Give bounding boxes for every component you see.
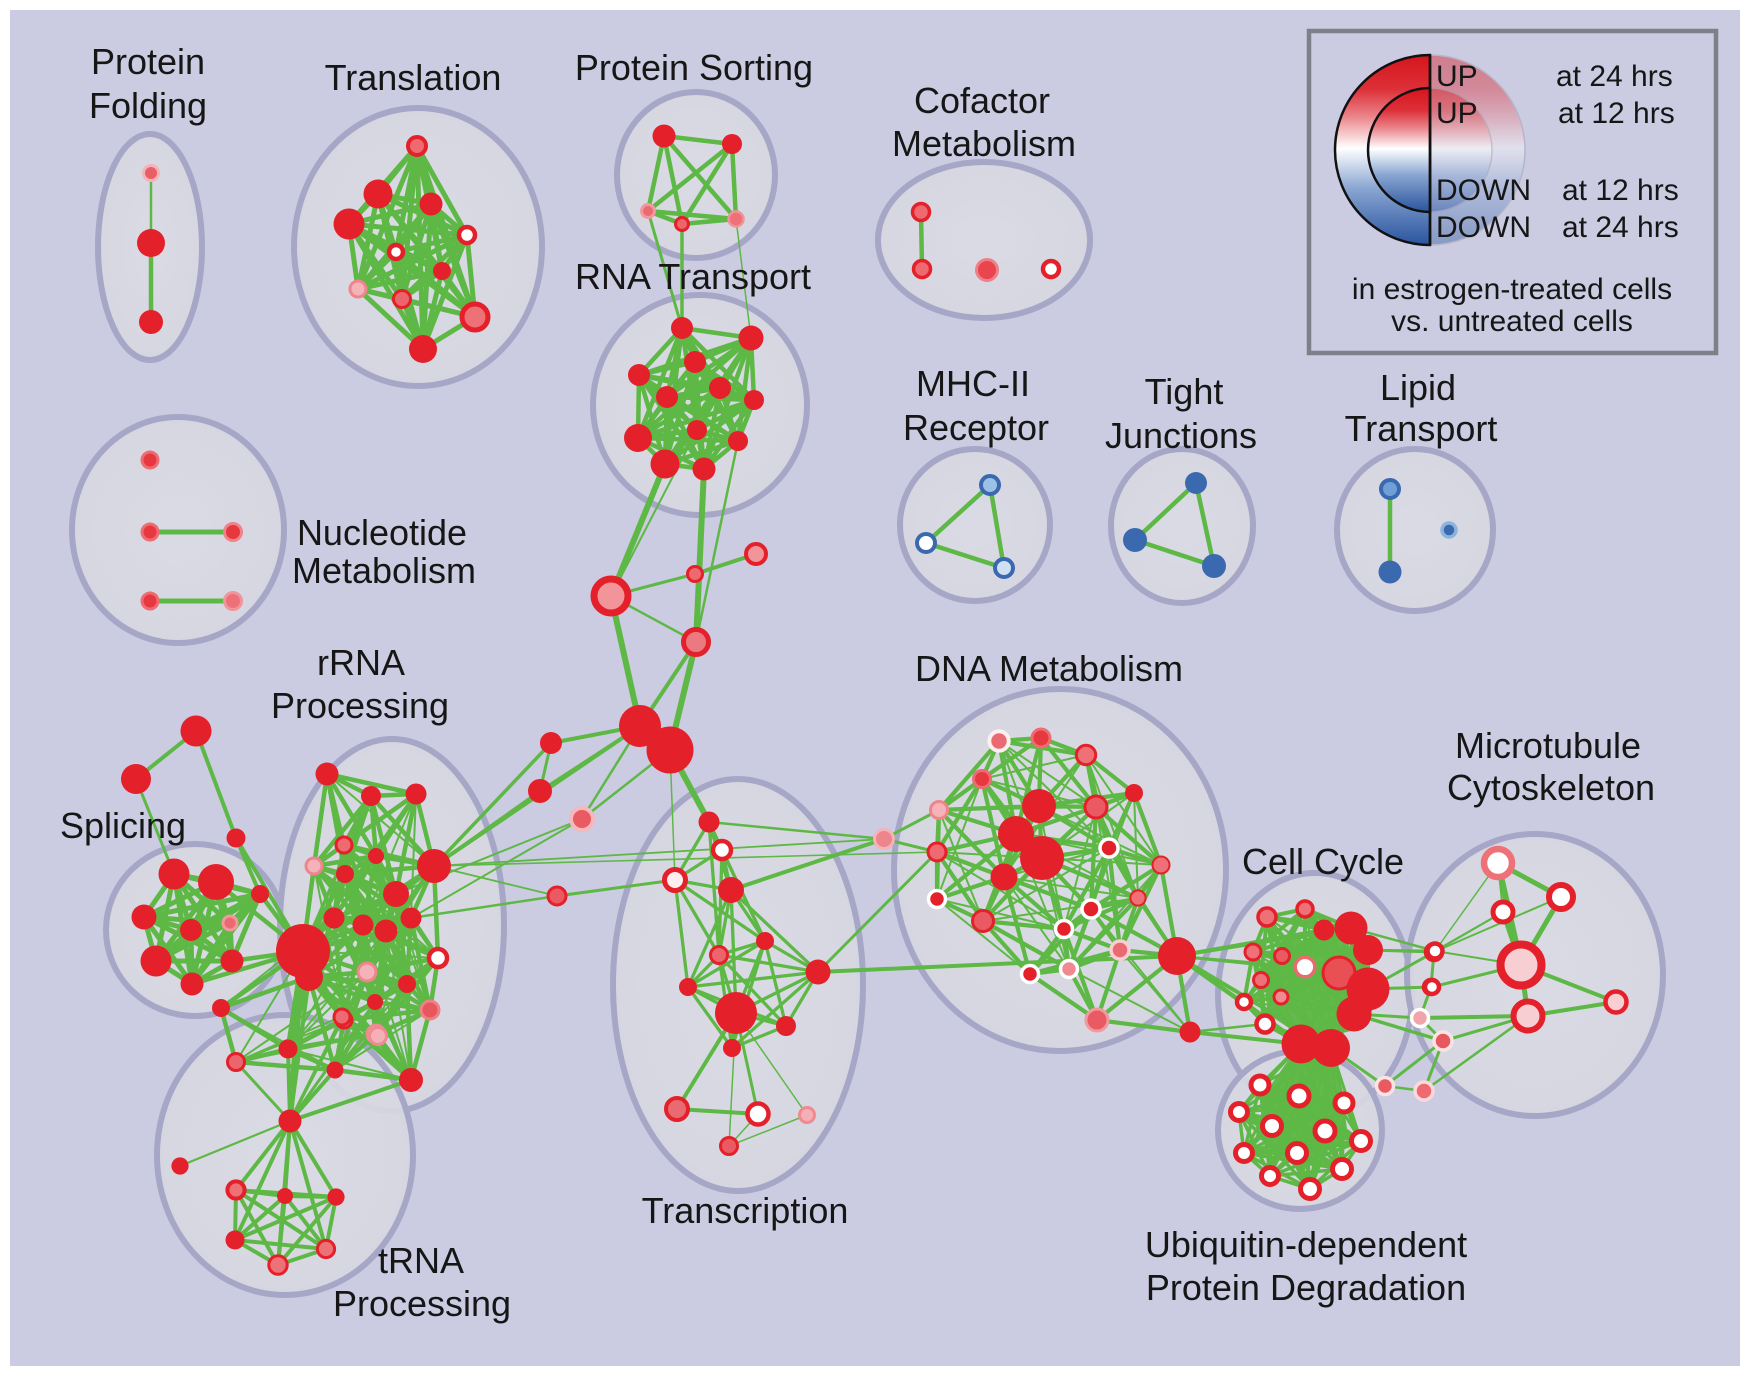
svg-text:Cofactor: Cofactor	[914, 80, 1050, 121]
svg-text:Receptor: Receptor	[903, 407, 1049, 448]
svg-text:Cell Cycle: Cell Cycle	[1242, 841, 1404, 882]
svg-text:Nucleotide: Nucleotide	[297, 512, 467, 553]
svg-text:vs. untreated cells: vs. untreated cells	[1391, 305, 1633, 338]
svg-text:Protein: Protein	[91, 41, 205, 82]
svg-text:Transport: Transport	[1345, 408, 1498, 449]
svg-text:Metabolism: Metabolism	[892, 123, 1076, 164]
svg-text:Splicing: Splicing	[60, 805, 186, 846]
svg-text:DOWN: DOWN	[1436, 174, 1531, 207]
svg-text:UP: UP	[1436, 97, 1478, 130]
svg-text:Processing: Processing	[271, 685, 449, 726]
svg-text:Microtubule: Microtubule	[1455, 725, 1641, 766]
svg-text:Transcription: Transcription	[642, 1190, 849, 1231]
svg-text:in estrogen-treated cells: in estrogen-treated cells	[1352, 273, 1672, 306]
svg-text:Processing: Processing	[333, 1283, 511, 1324]
svg-text:RNA Transport: RNA Transport	[575, 256, 811, 297]
svg-text:Lipid: Lipid	[1380, 367, 1456, 408]
svg-text:at 24 hrs: at 24 hrs	[1562, 211, 1679, 244]
svg-text:Ubiquitin-dependent: Ubiquitin-dependent	[1145, 1224, 1467, 1265]
svg-text:at 12 hrs: at 12 hrs	[1558, 97, 1675, 130]
svg-text:Tight: Tight	[1145, 371, 1224, 412]
svg-text:MHC-II: MHC-II	[916, 363, 1030, 404]
svg-text:UP: UP	[1436, 60, 1478, 93]
svg-text:Protein Sorting: Protein Sorting	[575, 47, 813, 88]
svg-text:rRNA: rRNA	[317, 642, 405, 683]
svg-text:Junctions: Junctions	[1105, 415, 1257, 456]
svg-text:DOWN: DOWN	[1436, 211, 1531, 244]
svg-text:Protein Degradation: Protein Degradation	[1146, 1267, 1466, 1308]
svg-text:at 12 hrs: at 12 hrs	[1562, 174, 1679, 207]
svg-text:Translation: Translation	[325, 57, 502, 98]
svg-text:Folding: Folding	[89, 85, 207, 126]
svg-text:Metabolism: Metabolism	[292, 550, 476, 591]
svg-text:tRNA: tRNA	[378, 1240, 464, 1281]
svg-text:at 24 hrs: at 24 hrs	[1556, 60, 1673, 93]
svg-text:Cytoskeleton: Cytoskeleton	[1447, 767, 1655, 808]
svg-text:DNA Metabolism: DNA Metabolism	[915, 648, 1183, 689]
